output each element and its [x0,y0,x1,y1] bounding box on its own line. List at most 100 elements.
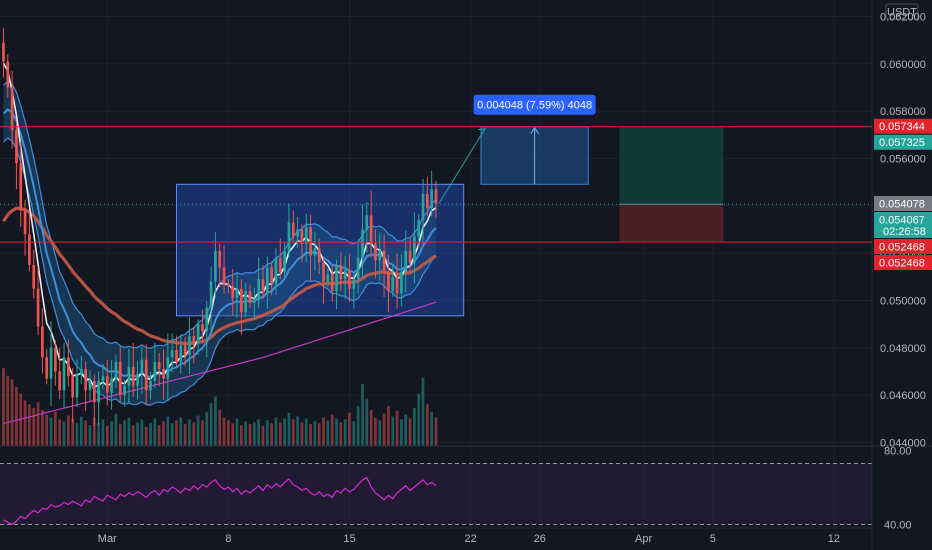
candle-body[interactable] [144,359,148,391]
candle-body[interactable] [136,373,139,386]
candle-body[interactable] [343,269,347,280]
candle-body[interactable] [218,250,222,268]
candle-body[interactable] [261,279,265,294]
candle-body[interactable] [10,87,14,131]
candle-body[interactable] [421,194,425,221]
target-zone[interactable] [619,126,724,205]
candle-body[interactable] [378,250,382,261]
candle-body[interactable] [265,267,269,294]
candle-body[interactable] [257,279,260,301]
candle-body[interactable] [196,324,200,344]
candle-body[interactable] [201,324,204,332]
candle-body[interactable] [192,335,196,344]
candle-body[interactable] [41,326,44,358]
candle-body[interactable] [28,234,31,265]
candle-body[interactable] [79,369,83,374]
candle-body[interactable] [235,288,239,299]
candle-body[interactable] [114,362,118,379]
candle-body[interactable] [252,300,256,303]
candle-body[interactable] [304,227,308,244]
candle-body[interactable] [335,264,338,292]
candle-body[interactable] [6,61,10,88]
candle-body[interactable] [400,272,403,294]
candle-body[interactable] [205,307,209,332]
candle-body[interactable] [209,281,213,308]
candle-body[interactable] [404,250,408,273]
candle-body[interactable] [283,250,286,273]
candle-body[interactable] [296,229,299,237]
candle-body[interactable] [32,264,36,289]
candle-body[interactable] [222,267,226,284]
candle-body[interactable] [19,163,23,211]
candle-body[interactable] [395,276,399,294]
candle-body[interactable] [97,380,100,403]
candle-body[interactable] [430,189,434,209]
candle-body[interactable] [374,243,377,261]
candle-body[interactable] [408,250,412,263]
candle-body[interactable] [92,380,96,403]
candle-body[interactable] [287,222,291,251]
candle-body[interactable] [2,42,5,62]
stop-zone[interactable] [619,204,724,243]
candle-body[interactable] [352,279,356,289]
candle-body[interactable] [54,347,57,372]
candle-body[interactable] [391,276,395,292]
candles[interactable] [2,28,438,427]
candle-body[interactable] [361,229,364,258]
candle-body[interactable] [71,376,75,398]
candle-body[interactable] [118,362,122,396]
candle-body[interactable] [240,288,243,313]
candle-body[interactable] [248,291,252,303]
candle-body[interactable] [369,215,373,244]
candle-body[interactable] [157,362,161,370]
candle-body[interactable] [84,369,87,391]
candle-body[interactable] [214,250,217,282]
candle-body[interactable] [434,189,438,204]
candle-body[interactable] [322,262,325,282]
candle-body[interactable] [110,378,113,393]
candle-body[interactable] [179,345,183,363]
candle-body[interactable] [88,380,92,391]
candle-body[interactable] [175,350,178,363]
candle-body[interactable] [36,288,40,327]
candle-body[interactable] [123,385,126,396]
candle-body[interactable] [387,272,390,292]
candle-body[interactable] [326,274,330,282]
candle-body[interactable] [49,347,53,379]
candle-body[interactable] [127,366,131,386]
candle-body[interactable] [278,257,282,273]
candle-body[interactable] [101,376,105,381]
candle-body[interactable] [274,257,278,284]
candle-body[interactable] [75,373,79,398]
candle-body[interactable] [270,267,273,284]
candle-body[interactable] [291,222,295,237]
candle-body[interactable] [149,380,152,391]
candle-body[interactable] [356,257,360,280]
candle-body[interactable] [67,357,70,377]
candle-body[interactable] [153,362,157,381]
candle-body[interactable] [58,371,62,391]
candle-body[interactable] [188,335,191,355]
candle-body[interactable] [131,366,135,386]
candle-body[interactable] [382,250,386,273]
candle-body[interactable] [231,286,235,299]
candle-body[interactable] [339,264,343,280]
candle-body[interactable] [365,215,369,230]
candle-body[interactable] [309,227,312,256]
candle-body[interactable] [105,376,109,393]
candle-body[interactable] [317,248,321,263]
rsi-pane[interactable] [0,462,872,526]
candle-body[interactable] [244,291,248,313]
candle-body[interactable] [140,359,144,374]
candle-body[interactable] [170,350,174,358]
candle-body[interactable] [183,345,187,355]
candle-body[interactable] [413,236,416,263]
candle-body[interactable] [313,248,317,256]
candle-body[interactable] [417,220,421,237]
candle-body[interactable] [300,229,304,244]
candle-body[interactable] [348,269,351,289]
candle-body[interactable] [426,194,429,209]
candle-body[interactable] [62,357,66,391]
candle-body[interactable] [15,130,18,164]
